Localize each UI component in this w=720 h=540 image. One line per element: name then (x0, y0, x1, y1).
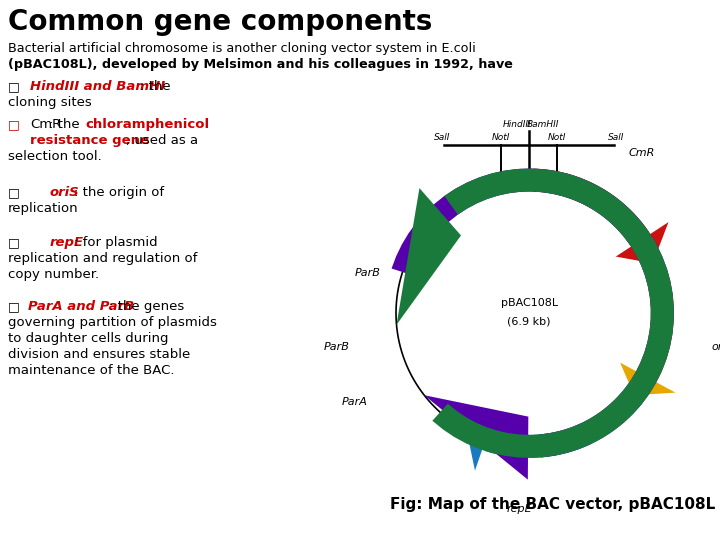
Text: CmR: CmR (629, 148, 654, 158)
Text: HindIII and BamHI: HindIII and BamHI (30, 80, 165, 93)
Text: Fig: Map of the BAC vector, pBAC108L: Fig: Map of the BAC vector, pBAC108L (390, 497, 715, 512)
Text: □: □ (8, 300, 19, 313)
Text: NotI: NotI (492, 133, 510, 142)
Text: division and ensures stable: division and ensures stable (8, 348, 190, 361)
Text: □: □ (8, 80, 19, 93)
Text: BamHII: BamHII (527, 120, 559, 129)
Text: replication and regulation of: replication and regulation of (8, 252, 197, 265)
Text: chloramphenicol: chloramphenicol (86, 118, 210, 131)
Text: SalI: SalI (434, 133, 451, 142)
Text: : the: : the (140, 80, 171, 93)
Text: ParA: ParA (342, 397, 368, 407)
Text: resistance gene: resistance gene (30, 134, 149, 147)
Text: oriS: oriS (50, 186, 80, 199)
Text: ParA and ParB: ParA and ParB (28, 300, 134, 313)
Text: maintenance of the BAC.: maintenance of the BAC. (8, 364, 174, 377)
Text: : the genes: : the genes (109, 300, 184, 313)
Polygon shape (616, 222, 668, 264)
Text: oriS: oriS (711, 342, 720, 352)
Text: Common gene components: Common gene components (8, 8, 433, 36)
Text: pBAC108L: pBAC108L (500, 298, 558, 308)
Text: governing partition of plasmids: governing partition of plasmids (8, 316, 217, 329)
Polygon shape (484, 423, 590, 458)
Text: □: □ (8, 236, 19, 249)
Polygon shape (467, 411, 495, 470)
Polygon shape (433, 168, 674, 458)
Polygon shape (424, 395, 528, 480)
Text: HindIII: HindIII (503, 120, 531, 129)
Text: □: □ (8, 186, 19, 199)
Text: cloning sites: cloning sites (8, 96, 91, 109)
Text: repE: repE (506, 504, 532, 514)
Text: : the: : the (49, 118, 84, 131)
Text: : for plasmid: : for plasmid (74, 236, 158, 249)
Text: CmR: CmR (30, 118, 61, 131)
Text: Bacterial artificial chromosome is another cloning vector system in E.coli: Bacterial artificial chromosome is anoth… (8, 42, 476, 55)
Text: replication: replication (8, 202, 78, 215)
Text: repE: repE (50, 236, 84, 249)
Text: ParB: ParB (355, 268, 381, 278)
Text: NotI: NotI (548, 133, 567, 142)
Text: ParB: ParB (323, 342, 349, 352)
Polygon shape (392, 168, 674, 457)
Text: selection tool.: selection tool. (8, 150, 102, 163)
Text: , used as a: , used as a (126, 134, 198, 147)
Polygon shape (637, 268, 674, 380)
Polygon shape (620, 362, 675, 395)
Text: : the origin of: : the origin of (74, 186, 164, 199)
Text: copy number.: copy number. (8, 268, 99, 281)
Text: SalI: SalI (608, 133, 624, 142)
Text: (6.9 kb): (6.9 kb) (508, 316, 551, 326)
Polygon shape (534, 168, 649, 245)
Polygon shape (397, 188, 461, 325)
Text: □: □ (8, 118, 19, 131)
Text: to daughter cells during: to daughter cells during (8, 332, 168, 345)
Text: (pBAC108L), developed by Melsimon and his colleagues in 1992, have: (pBAC108L), developed by Melsimon and hi… (8, 58, 513, 71)
